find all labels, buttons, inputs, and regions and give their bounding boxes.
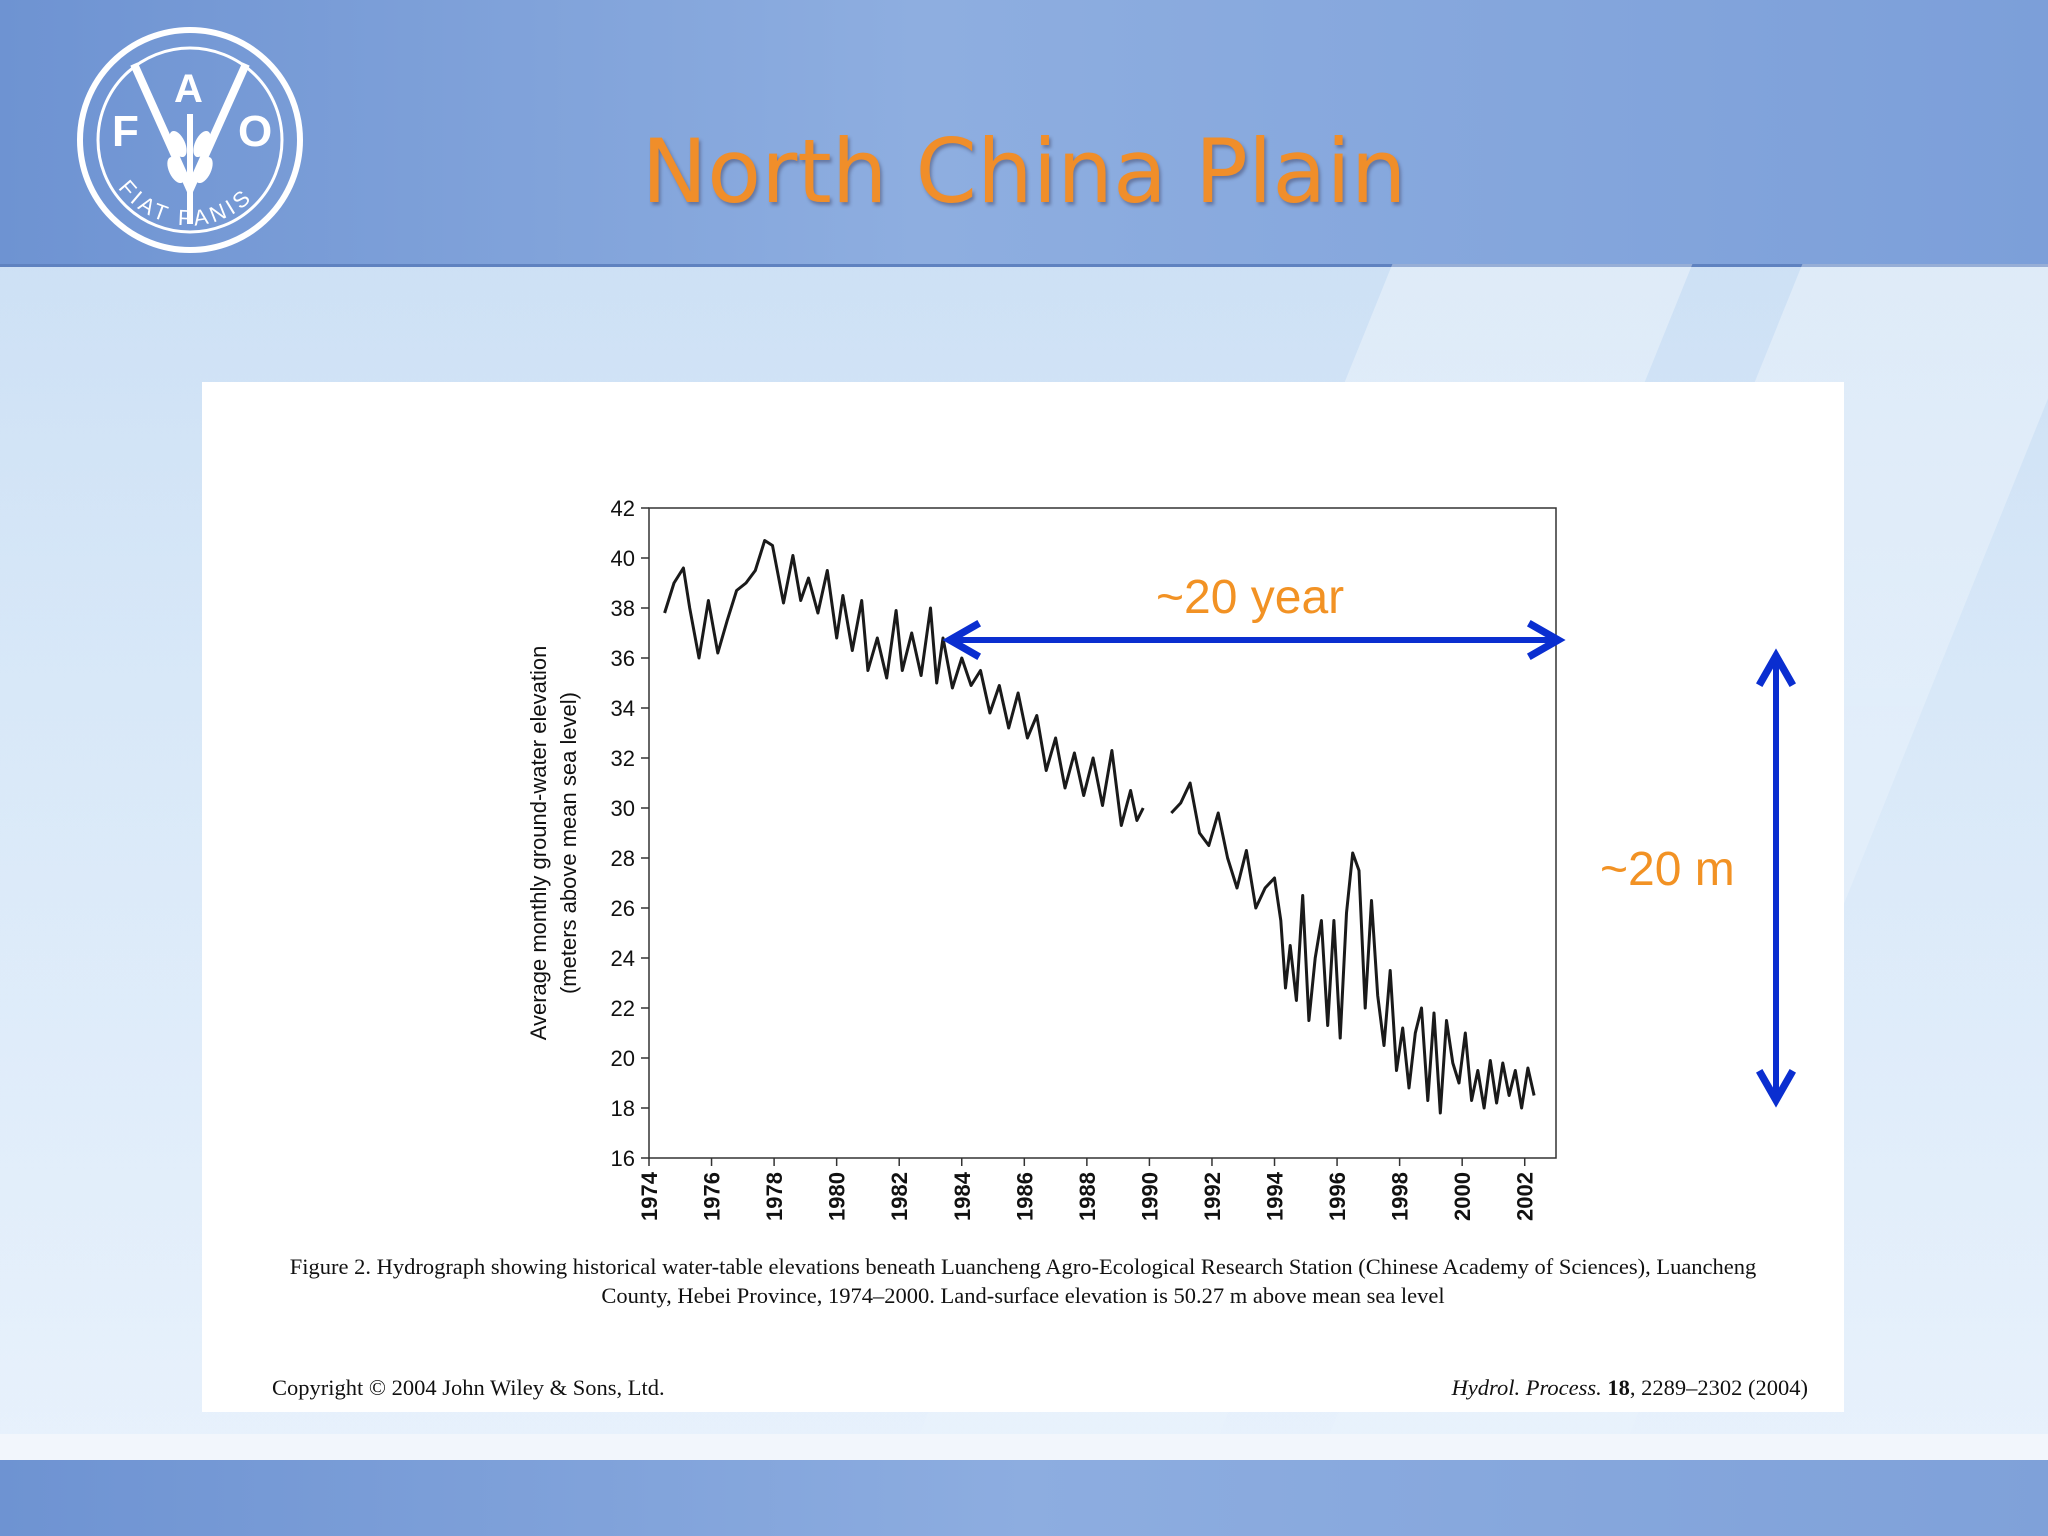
- journal-pages: , 2289–2302 (2004): [1629, 1375, 1808, 1400]
- logo-letter-f: F: [112, 107, 139, 156]
- series-line-segment-2: [1170, 781, 1536, 1115]
- y-tick-label: 16: [611, 1146, 635, 1171]
- x-tick-label: 1976: [700, 1172, 725, 1221]
- y-axis-ticks: 16 18 20 22 24 26 28 30 32 34 36 38 40 42: [611, 496, 649, 1171]
- fao-logo: F A O FIAT PANIS: [77, 27, 303, 253]
- duration-label: ~20 year: [1156, 571, 1345, 624]
- y-tick-label: 38: [611, 596, 635, 621]
- x-tick-label: 2000: [1450, 1172, 1475, 1221]
- series-group: [663, 539, 1536, 1115]
- x-tick-label: 1986: [1012, 1172, 1037, 1221]
- figure-caption: Figure 2. Hydrograph showing historical …: [289, 1254, 1757, 1308]
- x-axis-ticks: 1974 1976 1978 1980 1982 1984 1986 1988 1990 1992…: [637, 1158, 1538, 1221]
- y-tick-label: 30: [611, 796, 635, 821]
- y-tick-label: 24: [611, 946, 635, 971]
- x-tick-label: 2002: [1513, 1172, 1538, 1221]
- x-tick-label: 1980: [825, 1172, 850, 1221]
- y-tick-label: 34: [611, 696, 635, 721]
- footer-divider: [0, 1434, 2048, 1460]
- x-tick-label: 1982: [887, 1172, 912, 1221]
- logo-letter-o: O: [238, 107, 272, 156]
- y-tick-label: 40: [611, 546, 635, 571]
- x-tick-label: 1978: [762, 1172, 787, 1221]
- slide-title: North China Plain: [641, 120, 1407, 223]
- plot-frame: [648, 507, 1557, 1159]
- y-axis-sublabel: (meters above mean sea level): [556, 692, 581, 994]
- x-tick-label: 1984: [950, 1171, 975, 1221]
- figure-copyright: Copyright © 2004 John Wiley & Sons, Ltd.: [272, 1375, 665, 1400]
- y-tick-label: 22: [611, 996, 635, 1021]
- journal-volume: 18: [1607, 1375, 1630, 1400]
- logo-letter-a: A: [174, 67, 203, 111]
- x-tick-label: 1974: [637, 1171, 662, 1221]
- x-tick-label: 1990: [1137, 1172, 1162, 1221]
- y-tick-label: 18: [611, 1096, 635, 1121]
- depth-label: ~20 m: [1600, 843, 1735, 896]
- x-tick-label: 1992: [1200, 1172, 1225, 1221]
- y-tick-label: 32: [611, 746, 635, 771]
- y-tick-label: 42: [611, 496, 635, 521]
- footer-band: [0, 1460, 2048, 1536]
- series-line-segment-1: [663, 539, 1145, 827]
- y-tick-label: 26: [611, 896, 635, 921]
- journal-name: Hydrol. Process.: [1451, 1375, 1602, 1400]
- y-axis-label: Average monthly ground-water elevation: [526, 646, 551, 1041]
- figure-panel: 16 18 20 22 24 26 28 30 32 34 36 38 40 42 1974 1976 197…: [202, 382, 1844, 1412]
- x-tick-label: 1998: [1388, 1172, 1413, 1221]
- slide-header: F A O FIAT PANIS North China Plain: [0, 0, 2048, 267]
- y-tick-label: 20: [611, 1046, 635, 1071]
- y-tick-label: 28: [611, 846, 635, 871]
- y-tick-label: 36: [611, 646, 635, 671]
- x-tick-label: 1994: [1263, 1171, 1288, 1221]
- x-tick-label: 1996: [1325, 1172, 1350, 1221]
- journal-citation: Hydrol. Process. 18, 2289–2302 (2004): [1452, 1375, 1808, 1401]
- x-tick-label: 1988: [1075, 1172, 1100, 1221]
